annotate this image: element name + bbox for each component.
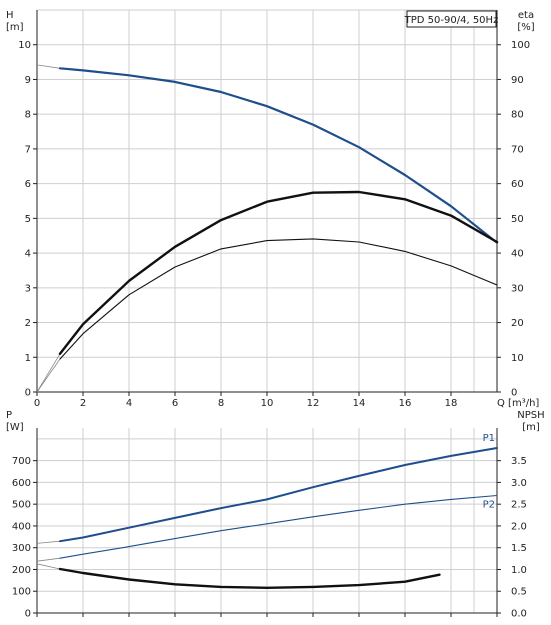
h-axis-unit: [m] — [6, 22, 24, 33]
p-tick-label: 300 — [12, 543, 31, 554]
eta-tick-label: 70 — [511, 144, 524, 155]
x-tick-label: 18 — [445, 398, 458, 409]
x-tick-label: 6 — [172, 398, 178, 409]
x-axis-label: Q [m³/h] — [497, 398, 539, 409]
p-tick-label: 500 — [12, 500, 31, 511]
eta-tick-label: 90 — [511, 75, 524, 86]
efficiency-curve-upper — [58, 190, 499, 355]
npsh-tick-label: 0.5 — [511, 587, 527, 598]
h-tick-label: 9 — [25, 75, 31, 86]
p2-series-label: P2 — [483, 499, 495, 510]
npsh-curve — [58, 567, 441, 589]
p-tick-label: 600 — [12, 478, 31, 489]
x-tick-label: 10 — [261, 398, 274, 409]
x-tick-label: 12 — [307, 398, 320, 409]
p-tick-label: 700 — [12, 456, 31, 467]
head-curve — [58, 67, 499, 244]
curve-extrapolation — [36, 540, 61, 544]
p-tick-label: 0 — [25, 609, 31, 620]
p-axis-title: P — [6, 410, 12, 421]
npsh-tick-label: 3.0 — [511, 478, 527, 489]
npsh-tick-label: 0.0 — [511, 609, 527, 620]
npsh-tick-label: 1.0 — [511, 565, 527, 576]
efficiency-curve-lower — [59, 238, 498, 360]
p-tick-label: 400 — [12, 521, 31, 532]
npsh-axis-title: NPSH — [517, 410, 544, 421]
h-axis-title: H — [6, 10, 14, 21]
eta-tick-label: 0 — [511, 388, 517, 399]
eta-tick-label: 20 — [511, 318, 524, 329]
npsh-tick-label: 2.0 — [511, 521, 527, 532]
curve-extrapolation — [36, 557, 61, 562]
npsh-tick-label: 3.5 — [511, 456, 527, 467]
x-tick-label: 16 — [399, 398, 412, 409]
h-tick-label: 1 — [25, 353, 31, 364]
npsh-axis-unit: [m] — [522, 422, 540, 433]
title-box — [406, 10, 497, 28]
chart-title: TPD 50-90/4, 50Hz — [404, 15, 499, 26]
curve-extrapolation — [36, 64, 61, 69]
eta-tick-label: 80 — [511, 110, 524, 121]
p2-curve — [59, 494, 498, 559]
npsh-tick-label: 1.5 — [511, 543, 527, 554]
eta-tick-label: 30 — [511, 283, 524, 294]
p1-curve — [59, 447, 498, 543]
h-tick-label: 10 — [18, 40, 31, 51]
eta-tick-label: 40 — [511, 249, 524, 260]
h-tick-label: 5 — [25, 214, 31, 225]
eta-axis-title: eta — [518, 10, 534, 21]
x-tick-label: 4 — [126, 398, 132, 409]
eta-tick-label: 100 — [511, 40, 530, 51]
h-tick-label: 2 — [25, 318, 31, 329]
curve-extrapolation — [36, 563, 61, 570]
h-tick-label: 6 — [25, 179, 31, 190]
eta-tick-label: 10 — [511, 353, 524, 364]
x-tick-label: 0 — [34, 398, 40, 409]
p-axis-unit: [W] — [6, 422, 24, 433]
h-tick-label: 7 — [25, 144, 31, 155]
h-tick-label: 8 — [25, 110, 31, 121]
x-tick-label: 2 — [80, 398, 86, 409]
eta-axis-unit: [%] — [517, 22, 534, 33]
h-tick-label: 4 — [25, 249, 31, 260]
x-tick-label: 8 — [218, 398, 224, 409]
h-tick-label: 3 — [25, 283, 31, 294]
eta-tick-label: 50 — [511, 214, 524, 225]
p-tick-label: 100 — [12, 587, 31, 598]
p-tick-label: 200 — [12, 565, 31, 576]
curve-extrapolation — [36, 353, 61, 393]
x-tick-label: 14 — [353, 398, 366, 409]
p1-series-label: P1 — [483, 433, 495, 444]
curve-extrapolation — [36, 358, 61, 393]
npsh-tick-label: 2.5 — [511, 500, 527, 511]
h-tick-label: 0 — [25, 388, 31, 399]
eta-tick-label: 60 — [511, 179, 524, 190]
